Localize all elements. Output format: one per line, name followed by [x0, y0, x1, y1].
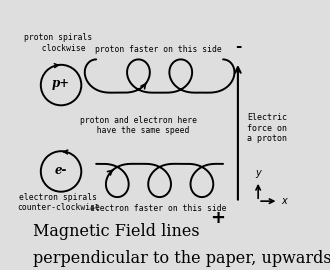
Text: proton spirals
  clockwise: proton spirals clockwise — [24, 33, 92, 53]
Text: Electric
force on
a proton: Electric force on a proton — [248, 113, 287, 143]
Text: e-: e- — [55, 164, 67, 177]
Text: p+: p+ — [52, 77, 70, 90]
Text: proton faster on this side: proton faster on this side — [95, 45, 222, 54]
Text: proton and electron here
  have the same speed: proton and electron here have the same s… — [80, 116, 196, 135]
Text: -: - — [235, 39, 241, 54]
Text: y: y — [255, 168, 261, 178]
Text: x: x — [281, 196, 287, 206]
Text: electron faster on this side: electron faster on this side — [90, 204, 226, 213]
Text: perpendicular to the paper, upwards: perpendicular to the paper, upwards — [33, 250, 330, 267]
Text: +: + — [210, 209, 225, 227]
Text: Magnetic Field lines: Magnetic Field lines — [33, 223, 199, 240]
Text: electron spirals
counter-clockwise: electron spirals counter-clockwise — [17, 193, 100, 212]
